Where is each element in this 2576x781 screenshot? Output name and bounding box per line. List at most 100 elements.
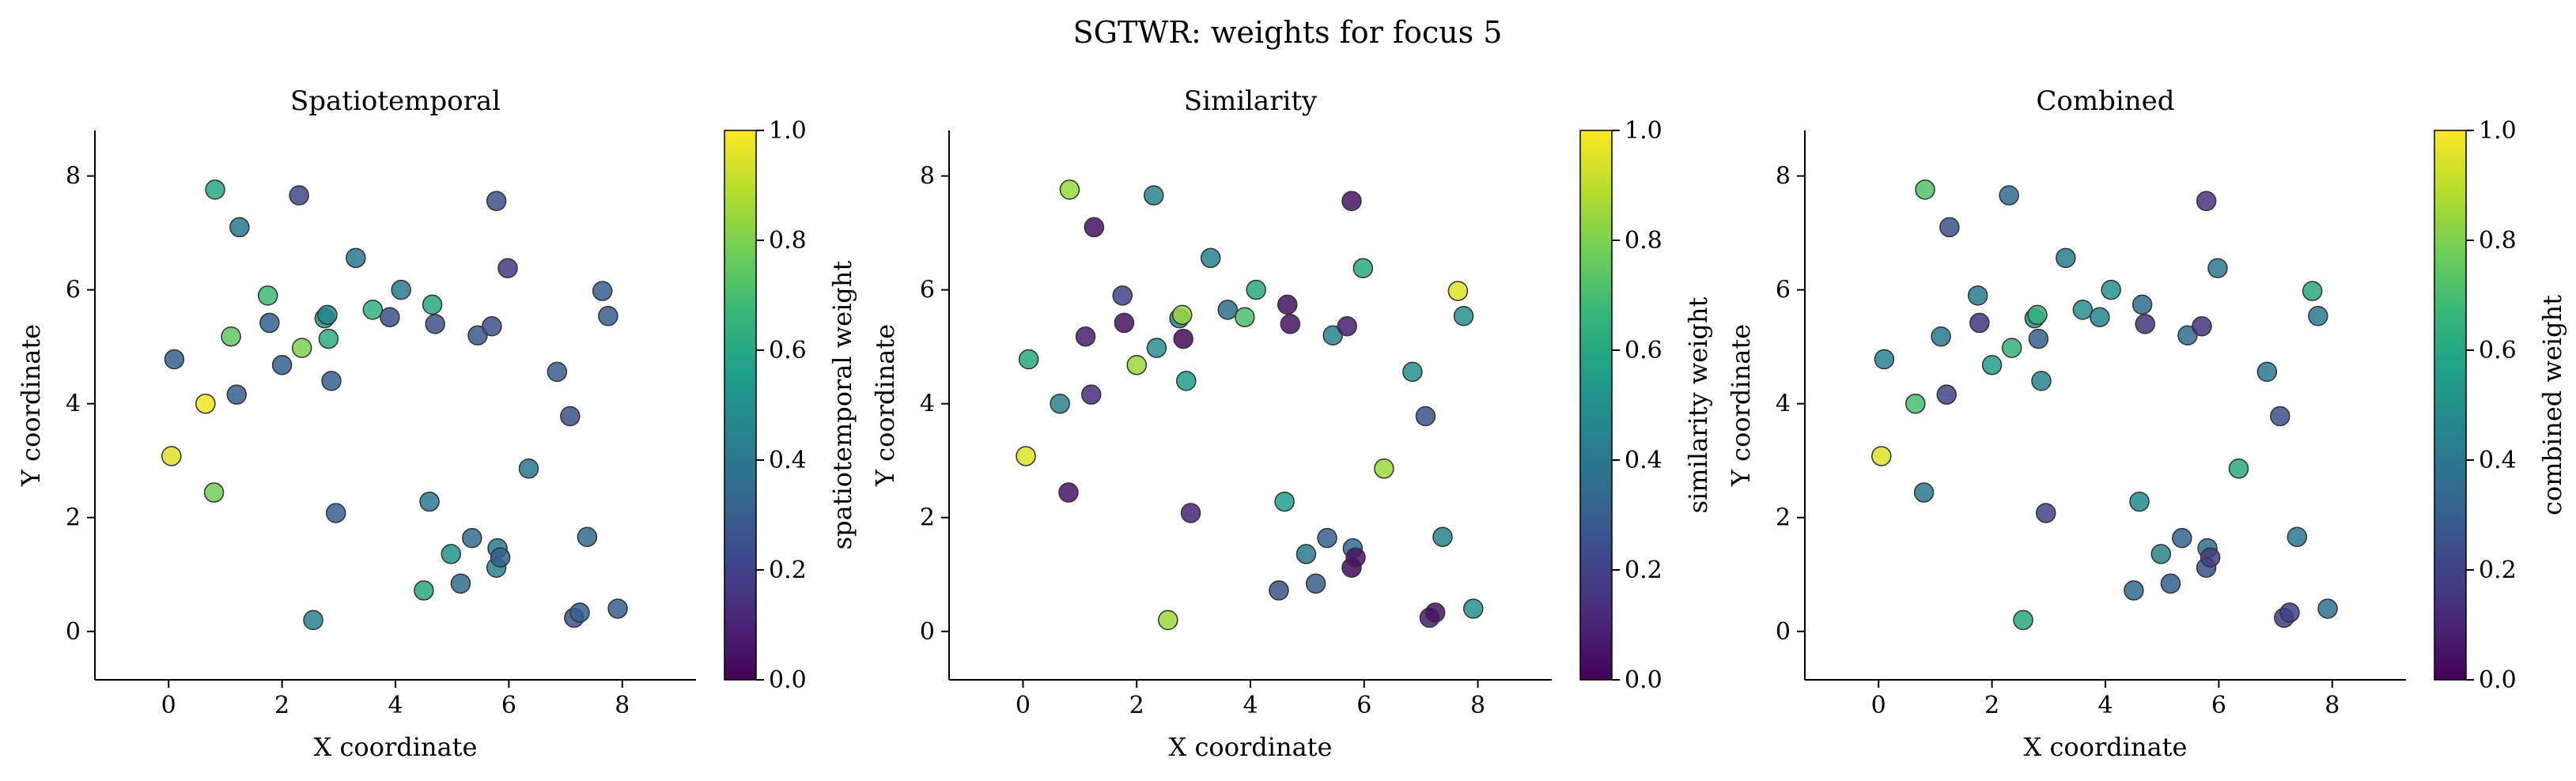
data-point [259,312,280,334]
x-tick-label: 8 [615,692,630,719]
data-point [1939,217,1960,238]
data-point [161,446,182,466]
y-tick-label: 6 [920,277,935,304]
data-point [2317,598,2338,619]
y-axis-label: Y coordinate [870,324,900,487]
data-point [1337,316,1357,337]
data-point [2027,304,2048,326]
data-point [1235,307,1255,327]
data-point [2160,573,2181,594]
data-point [607,598,628,619]
data-point [2200,547,2221,568]
x-tick-label: 6 [2211,692,2226,719]
data-point [1415,406,1436,427]
data-point [1967,285,1988,306]
colorbar-tick-label: 0.4 [1625,447,1662,474]
data-point [2056,247,2076,269]
data-point [1931,326,1951,347]
colorbar-tick-label: 0.8 [2479,227,2517,255]
y-tick-label: 0 [66,618,81,646]
data-point [1463,598,1484,619]
data-point [221,326,241,347]
data-point [203,482,225,503]
data-point [2072,300,2094,320]
colorbar [724,130,757,681]
x-tick-label: 0 [161,692,176,719]
data-point [2129,491,2150,512]
data-point [1084,217,1105,238]
data-point [205,179,225,200]
figure-suptitle: SGTWR: weights for focus 5 [1073,15,1503,50]
x-axis-label: X coordinate [314,732,478,762]
data-point [2031,371,2052,391]
data-point [2302,281,2323,301]
colorbar-tick-label: 0.6 [2479,337,2517,364]
data-point [422,294,443,315]
data-point [1874,349,1895,370]
data-point [257,285,278,306]
data-point [560,406,581,427]
data-point [577,526,598,547]
y-axis-label: Y coordinate [1726,324,1756,487]
data-point [362,300,384,320]
data-point [2279,602,2300,623]
x-tick-label: 2 [1129,692,1144,719]
y-axis-label: Y coordinate [16,324,46,487]
data-point [1352,258,1374,279]
data-point [1432,526,1453,547]
y-tick-label: 2 [920,504,935,532]
data-point [547,361,568,383]
data-point [1969,312,1990,334]
data-point [414,580,434,601]
data-point [1402,361,1423,383]
x-tick-label: 0 [1016,692,1031,719]
data-point [1277,294,1298,315]
data-point [2177,325,2198,346]
panel-title: Combined [2036,85,2174,117]
data-point [1317,527,1337,549]
data-point [1158,609,1178,631]
data-point [1018,349,1039,370]
colorbar-tick-label: 0.0 [1625,666,1662,694]
data-point [462,527,482,549]
data-point [1322,325,1343,346]
data-point [1453,306,1474,326]
colorbar-tick-label: 0.4 [769,447,807,474]
x-tick-label: 4 [388,692,403,719]
data-point [598,306,618,326]
colorbar-tick-label: 0.2 [2479,557,2517,584]
data-point [1217,300,1238,320]
colorbar-label: similarity weight [1683,297,1713,514]
data-point [1246,279,1266,300]
data-point [2196,191,2217,212]
y-tick-label: 4 [66,390,81,418]
x-tick-label: 6 [1356,692,1371,719]
data-point [1305,573,1326,594]
data-point [1171,304,1193,326]
y-tick-label: 8 [1776,163,1791,191]
data-point [2172,527,2192,549]
data-point [318,328,339,349]
colorbar [1579,130,1613,681]
data-point [569,602,590,623]
data-point [2270,406,2290,427]
data-point [2150,544,2172,564]
data-point [317,304,338,326]
data-point [2124,580,2144,601]
data-point [1345,547,1366,568]
data-point [289,185,309,206]
data-point [419,491,440,512]
data-point [303,609,323,631]
data-point [1050,393,1070,414]
data-point [271,354,293,375]
x-axis-label: X coordinate [1169,732,1333,762]
data-point [1144,185,1164,206]
panel-spatiotemporal: Spatiotemporal 0 2 4 6 8 0 2 4 6 8 X coordinate Y co… [16,85,857,762]
data-point [1981,354,2003,375]
y-tick-label: 4 [1776,390,1791,418]
data-point [1424,602,1446,623]
data-point [1341,191,1362,212]
data-point [2228,458,2249,479]
data-point [2013,609,2033,631]
data-point [1269,580,1289,601]
